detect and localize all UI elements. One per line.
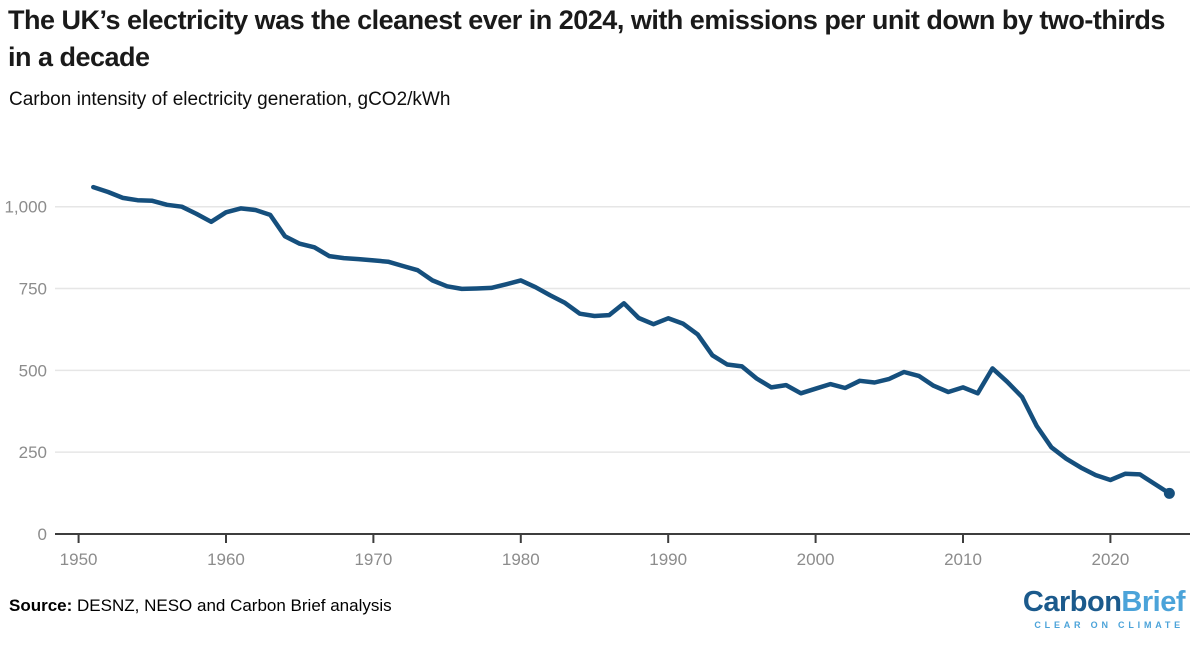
x-tick-label: 2000 — [797, 550, 835, 569]
y-tick-label: 250 — [19, 443, 47, 462]
y-tick-label: 750 — [19, 280, 47, 299]
source-text: DESNZ, NESO and Carbon Brief analysis — [72, 596, 392, 615]
logo-tagline: CLEAR ON CLIMATE — [1034, 620, 1184, 630]
x-tick-label: 1960 — [207, 550, 245, 569]
x-tick-label: 1950 — [60, 550, 98, 569]
carbonbrief-logo-wordmark: CarbonBrief — [1022, 586, 1186, 618]
logo-word-carbon: Carbon — [1022, 586, 1122, 618]
y-tick-label: 1,000 — [4, 198, 47, 217]
carbon-intensity-line — [91, 184, 1172, 496]
y-tick-label: 500 — [19, 361, 47, 380]
source-label: Source: — [9, 596, 73, 615]
logo-word-brief: Brief — [1121, 586, 1185, 618]
x-tick-label: 1990 — [649, 550, 687, 569]
carbonbrief-logo: CarbonBrief CLEAR ON CLIMATE — [1022, 586, 1186, 630]
chart-title: The UK’s electricity was the cleanest ev… — [8, 5, 1165, 72]
x-tick-label: 2020 — [1091, 550, 1129, 569]
end-point-marker-2024 — [1163, 487, 1175, 499]
x-tick-label: 1980 — [502, 550, 540, 569]
chart-subtitle: Carbon intensity of electricity generati… — [9, 89, 451, 110]
line-chart: 0 250 500 750 1,000 1950 1960 1970 1980 1990 2000 2… — [0, 130, 1200, 580]
y-tick-label: 0 — [38, 525, 47, 544]
source-note: Source: DESNZ, NESO and Carbon Brief ana… — [9, 596, 392, 616]
chart-canvas: 0 250 500 750 1,000 1950 1960 1970 1980 1990 2000 2… — [4, 184, 1190, 569]
x-tick-label: 1970 — [354, 550, 392, 569]
x-tick-label: 2010 — [944, 550, 982, 569]
